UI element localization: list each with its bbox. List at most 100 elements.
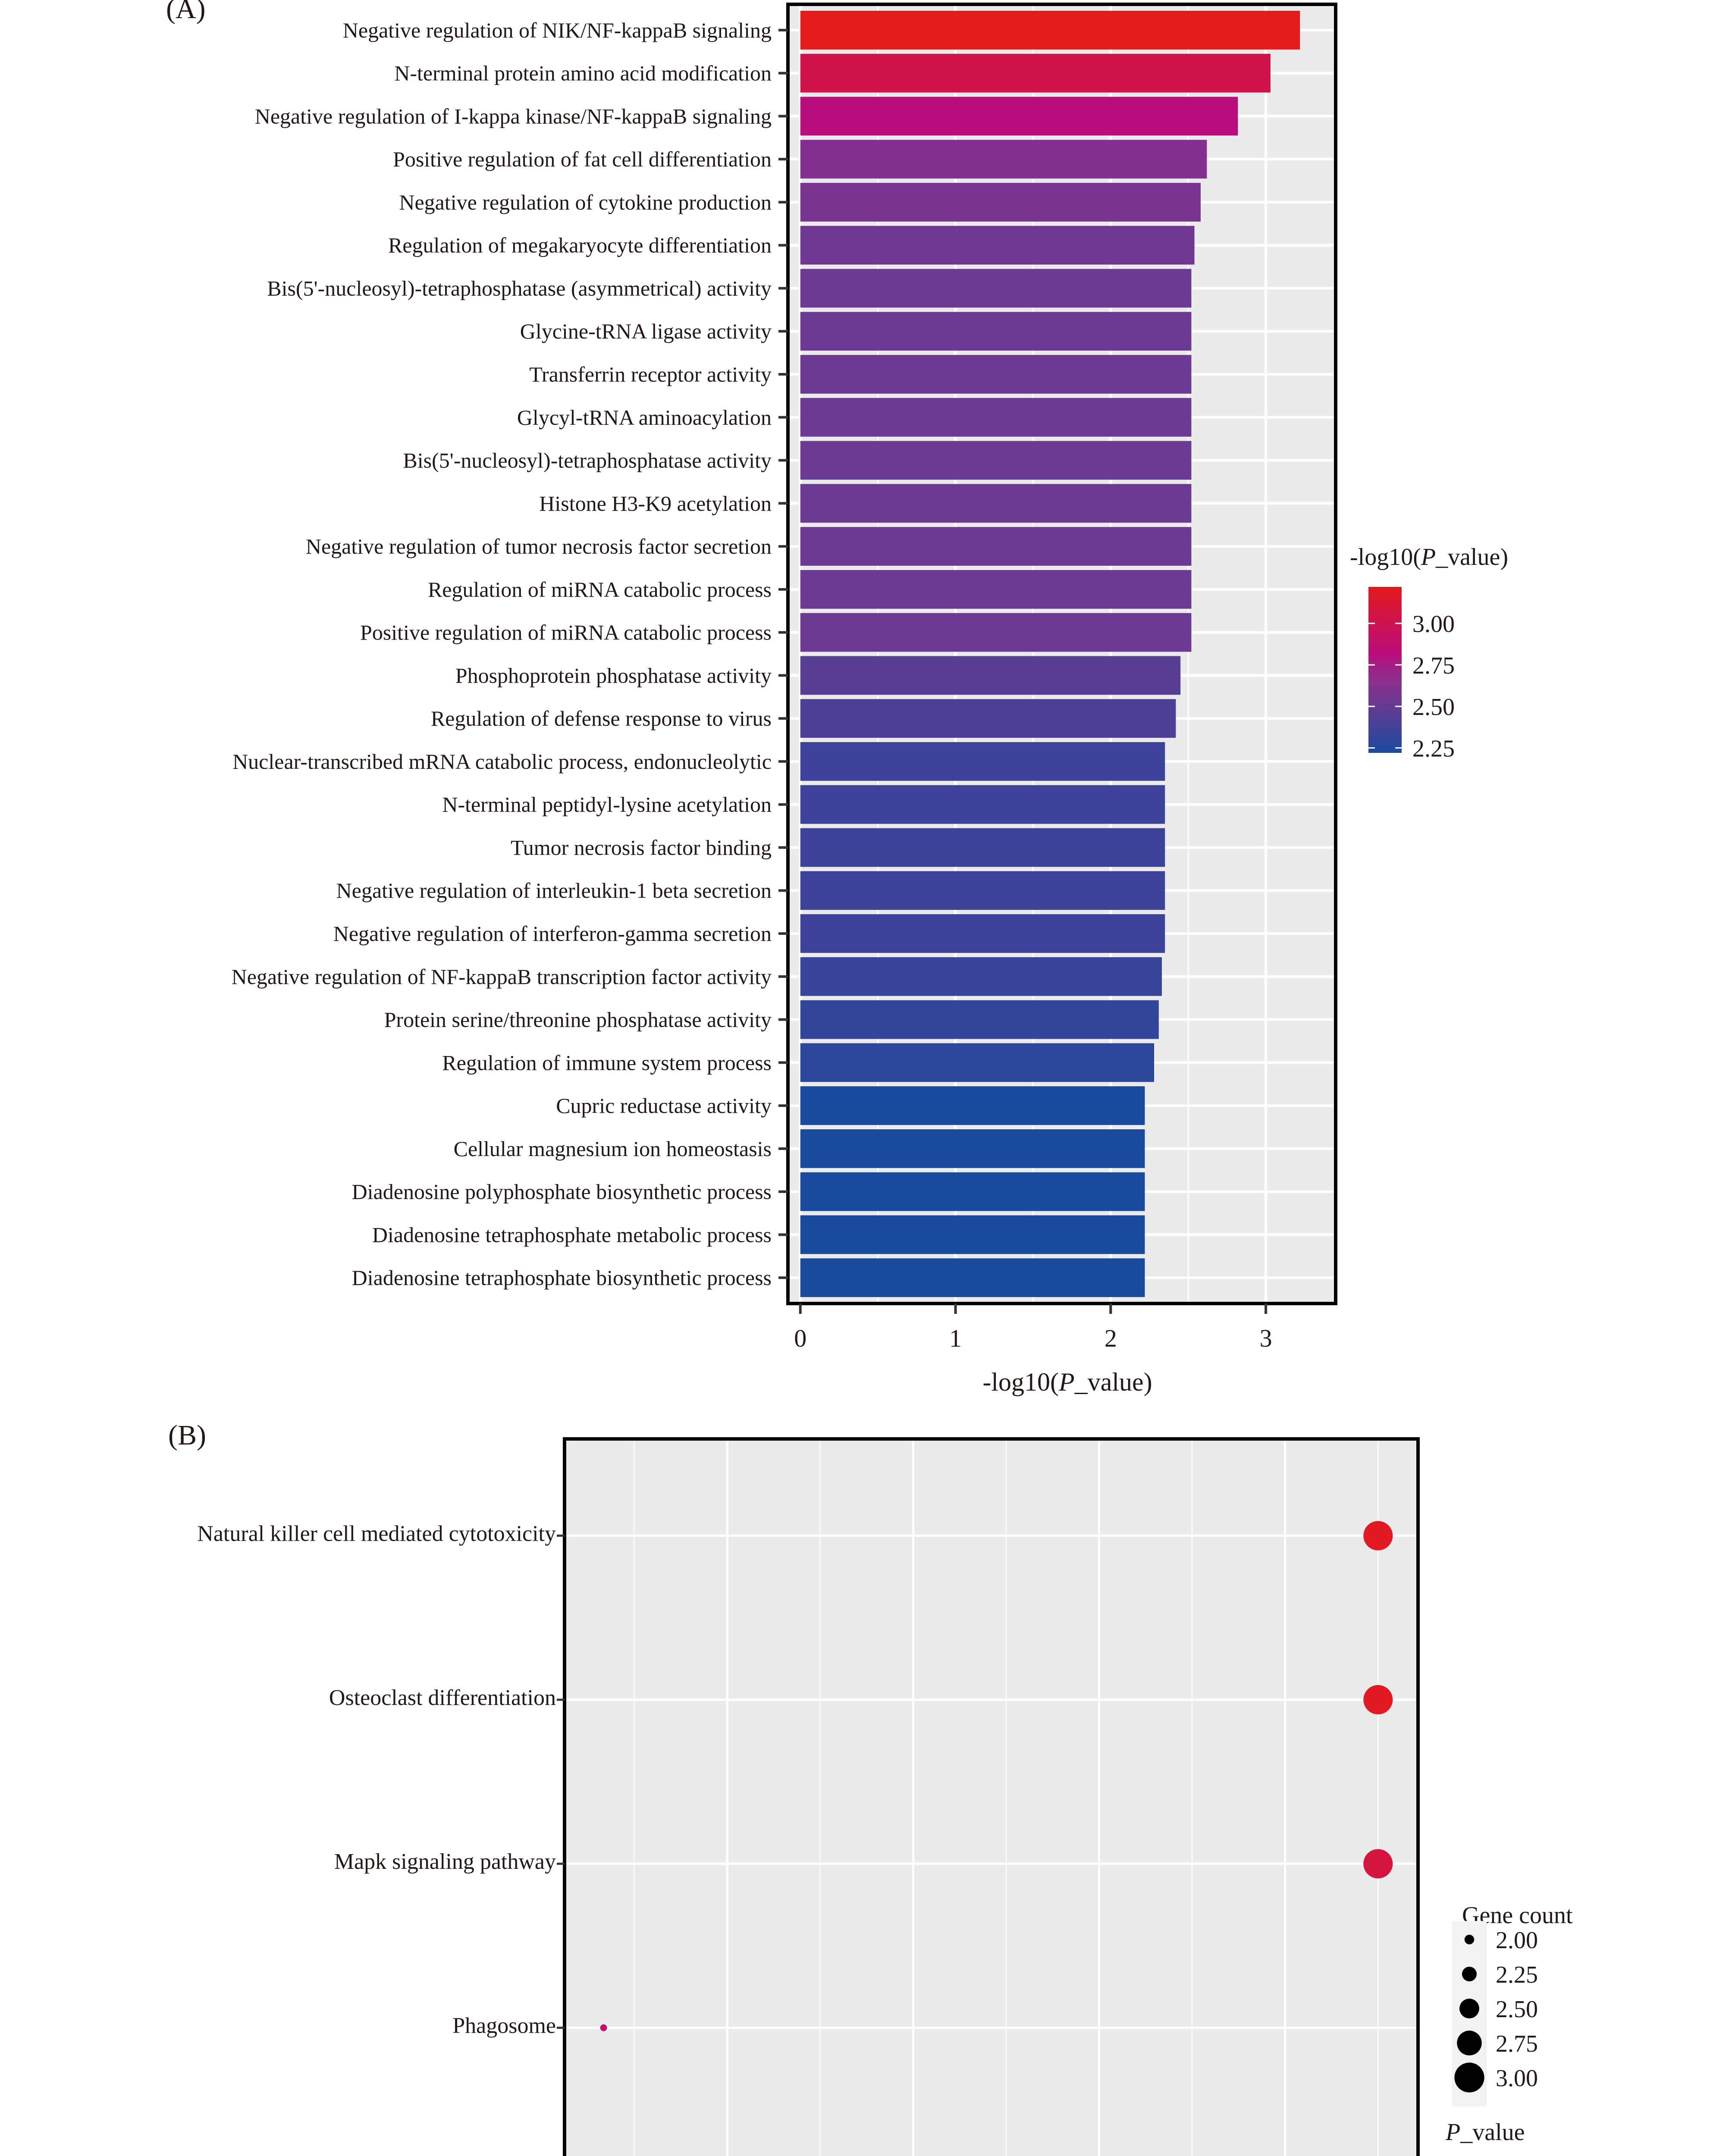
panel-b-size-legend: Gene count 2.002.252.502.753.00	[1452, 1902, 1573, 2106]
panel-b-background	[565, 1439, 1418, 2156]
bar	[800, 957, 1162, 996]
y-tick-label: Cellular magnesium ion homeostasis	[454, 1137, 772, 1161]
colorbar-tick-label: 3.00	[1412, 611, 1455, 638]
panel-b-tag: (B)	[168, 1420, 206, 1451]
y-tick-label: Negative regulation of interleukin-1 bet…	[336, 878, 772, 903]
bar	[800, 1043, 1155, 1082]
size-legend-label: 3.00	[1496, 2065, 1538, 2092]
bar	[800, 10, 1300, 50]
bar	[800, 484, 1192, 523]
bar	[800, 656, 1181, 695]
bar	[800, 1258, 1145, 1297]
y-tick-label: Negative regulation of tumor necrosis fa…	[306, 534, 772, 558]
y-tick-label: Regulation of megakaryocyte differentiat…	[388, 233, 772, 257]
bar	[800, 1129, 1145, 1168]
panel-b: (B) Natural killer cell mediated cytotox…	[168, 1420, 1573, 2156]
colorbar-tick-label: 2.50	[1412, 694, 1455, 721]
data-point	[600, 2024, 607, 2031]
bar	[800, 312, 1192, 351]
y-tick-label: Negative regulation of interferon-gamma …	[333, 921, 772, 946]
y-tick-label: Cupric reductase activity	[556, 1094, 772, 1118]
y-tick-label: Negative regulation of I-kappa kinase/NF…	[255, 104, 772, 128]
bar	[800, 1172, 1145, 1211]
y-tick-label: Regulation of defense response to virus	[431, 706, 772, 730]
panel-a-y-labels: Negative regulation of NIK/NF-kappaB sig…	[232, 18, 788, 1290]
panel-a-tag: (A)	[166, 0, 206, 25]
y-tick-label: Negative regulation of NF-kappaB transcr…	[232, 965, 772, 989]
y-tick-label: Negative regulation of cytokine producti…	[399, 190, 772, 214]
bar	[800, 183, 1201, 222]
y-tick-label: Glycyl-tRNA aminoacylation	[517, 405, 772, 429]
y-tick-label: Natural killer cell mediated cytotoxicit…	[197, 1521, 556, 1546]
colorbar-tick-label: 2.25	[1412, 735, 1455, 762]
y-tick-label: Negative regulation of NIK/NF-kappaB sig…	[343, 18, 772, 42]
x-tick-label: 0	[794, 1324, 806, 1352]
y-tick-label: Osteoclast differentiation	[329, 1686, 556, 1710]
y-tick-label: Glycine-tRNA ligase activity	[520, 319, 772, 343]
y-tick-label: Diadenosine polyphosphate biosynthetic p…	[352, 1180, 772, 1204]
bar	[800, 140, 1207, 179]
panel-a: (A) Negative regulation of NIK/NF-kappaB…	[166, 0, 1508, 1396]
y-tick-label: Positive regulation of miRNA catabolic p…	[360, 620, 772, 645]
size-legend-key	[1454, 2062, 1484, 2093]
x-tick-label: 1	[949, 1324, 962, 1352]
y-tick-label: Transferrin receptor activity	[529, 362, 772, 386]
bar	[800, 570, 1192, 609]
bar	[800, 1086, 1145, 1125]
bar	[800, 226, 1195, 265]
panel-b-y-labels: Natural killer cell mediated cytotoxicit…	[197, 1521, 565, 2038]
y-tick-label: Positive regulation of fat cell differen…	[393, 147, 772, 171]
bar	[800, 785, 1165, 824]
panel-a-x-ticks: 0 1 2 3	[794, 1304, 1272, 1352]
data-point	[1363, 1685, 1393, 1714]
bar	[800, 914, 1165, 953]
bar	[800, 53, 1271, 93]
size-legend-key	[1459, 1999, 1479, 2018]
bar	[800, 828, 1165, 867]
y-tick-label: Histone H3-K9 acetylation	[539, 491, 772, 515]
size-legend-label: 2.25	[1496, 1962, 1538, 1988]
size-legend-key	[1462, 1966, 1477, 1982]
panel-a-colorbar	[1368, 587, 1402, 753]
bar	[800, 613, 1192, 652]
data-point	[1363, 1521, 1393, 1551]
panel-b-grid	[565, 1439, 1418, 2156]
bar	[800, 742, 1165, 781]
y-tick-label: Protein serine/threonine phosphatase act…	[384, 1008, 772, 1032]
y-tick-label: Phagosome	[452, 2014, 556, 2038]
panel-b-frame	[563, 1437, 1420, 2156]
panel-a-bars	[800, 10, 1300, 1297]
panel-b-color-legend-title: P_value	[1445, 2119, 1525, 2146]
y-tick-label: Nuclear-transcribed mRNA catabolic proce…	[232, 749, 772, 774]
size-legend-label: 2.00	[1496, 1927, 1538, 1954]
y-tick-label: N-terminal peptidyl-lysine acetylation	[442, 793, 772, 817]
y-tick-label: N-terminal protein amino acid modificati…	[394, 61, 772, 85]
panel-a-x-axis-title: -log10(P_value)	[982, 1368, 1152, 1396]
bar	[800, 398, 1192, 437]
bar	[800, 699, 1176, 738]
size-legend-key	[1464, 1934, 1475, 1945]
size-legend-label: 2.50	[1496, 1996, 1538, 2023]
y-tick-label: Diadenosine tetraphosphate metabolic pro…	[372, 1222, 772, 1247]
y-tick-label: Regulation of immune system process	[442, 1050, 772, 1075]
bar	[800, 269, 1192, 308]
y-tick-label: Phosphoprotein phosphatase activity	[455, 663, 772, 687]
bar	[800, 1215, 1145, 1254]
bar	[800, 97, 1238, 136]
bar	[800, 441, 1192, 480]
bar	[800, 355, 1192, 394]
y-tick-label: Bis(5'-nucleosyl)-tetraphosphatase (asym…	[267, 276, 772, 300]
data-point	[1363, 1849, 1393, 1879]
panel-a-color-legend: -log10(P_value) 3.00 2.75 2.50 2.25	[1350, 544, 1508, 762]
x-tick-label: 3	[1260, 1324, 1272, 1352]
panel-b-points	[600, 1521, 1393, 2031]
colorbar-tick-label: 2.75	[1412, 652, 1455, 679]
y-tick-label: Tumor necrosis factor binding	[511, 835, 772, 859]
bar	[800, 527, 1192, 566]
size-legend-key	[1457, 2031, 1482, 2056]
y-tick-label: Regulation of miRNA catabolic process	[428, 577, 772, 602]
panel-b-color-legend: P_value 0.040.030.020.01	[1445, 2119, 1525, 2146]
y-tick-label: Mapk signaling pathway	[334, 1849, 556, 1874]
y-tick-label: Bis(5'-nucleosyl)-tetraphosphatase activ…	[403, 448, 772, 473]
y-tick-label: Diadenosine tetraphosphate biosynthetic …	[352, 1266, 772, 1290]
